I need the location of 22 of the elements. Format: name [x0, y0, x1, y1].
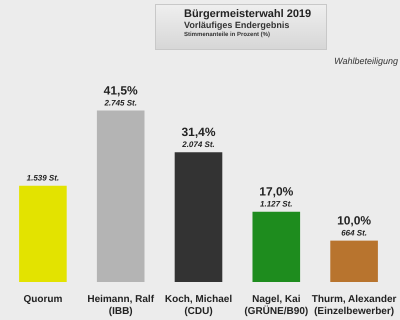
- annotation: 664 St.: [341, 228, 367, 238]
- chart-title: Bürgermeisterwahl 2019: [184, 8, 312, 20]
- bar: [19, 186, 67, 282]
- x-tick-label: Heimann, Ralf (IBB): [87, 294, 155, 317]
- bar: [252, 212, 300, 282]
- data-label: 31,4%: [181, 125, 216, 140]
- text: Wahlbeteiligung: [334, 56, 398, 66]
- annotation: 2.074 St.: [181, 140, 215, 150]
- bar: [96, 110, 145, 282]
- bar: [330, 240, 378, 282]
- x-tick-label: Thurm, Alexander (Einzelbewerber): [312, 294, 397, 317]
- data-label: 10,0%: [337, 214, 372, 228]
- chart-subtitle: Vorläufiges Endergebnis: [184, 20, 290, 30]
- x-tick-label: Koch, Michael (CDU): [164, 294, 232, 317]
- annotation: 1.127 St.: [260, 200, 293, 209]
- x-tick-label: Nagel, Kai (GRÜNE/B90): [244, 294, 308, 317]
- data-label: 41,5%: [104, 83, 138, 98]
- bar: [174, 152, 222, 282]
- data-label: 17,0%: [259, 184, 294, 199]
- annotation: 2.745 St.: [103, 98, 137, 108]
- x-tick-label: Quorum: [23, 294, 62, 305]
- annotation: 1.539 St.: [26, 174, 60, 183]
